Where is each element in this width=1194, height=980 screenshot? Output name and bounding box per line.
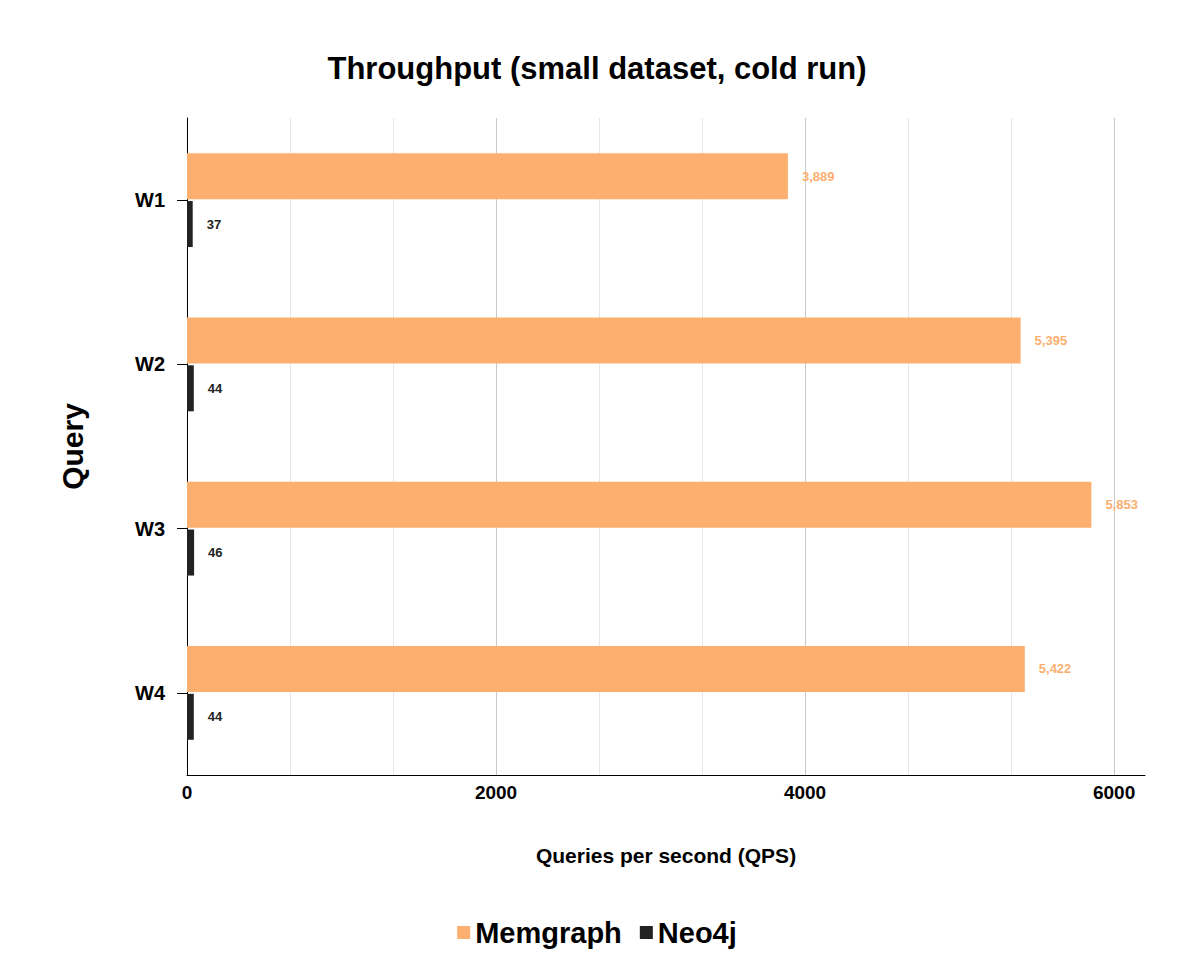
svg-text:Throughput (small dataset, col: Throughput (small dataset, cold run) [327, 51, 866, 86]
svg-text:W1: W1 [135, 189, 165, 211]
svg-text:6000: 6000 [1093, 782, 1135, 803]
svg-text:44: 44 [208, 709, 223, 724]
svg-text:Queries per second (QPS): Queries per second (QPS) [536, 844, 796, 867]
svg-text:37: 37 [207, 217, 221, 232]
svg-text:Query: Query [56, 403, 89, 490]
svg-text:Neo4j: Neo4j [658, 917, 737, 949]
svg-text:W2: W2 [135, 353, 165, 375]
svg-text:4000: 4000 [784, 782, 826, 803]
svg-text:W4: W4 [135, 682, 166, 704]
svg-text:2000: 2000 [475, 782, 517, 803]
svg-text:46: 46 [208, 545, 222, 560]
svg-text:0: 0 [182, 782, 193, 803]
svg-text:3,889: 3,889 [802, 169, 835, 184]
svg-text:5,395: 5,395 [1035, 333, 1068, 348]
svg-text:44: 44 [208, 381, 223, 396]
svg-text:5,422: 5,422 [1039, 661, 1072, 676]
svg-text:5,853: 5,853 [1105, 497, 1138, 512]
svg-text:Memgraph: Memgraph [475, 917, 622, 949]
svg-text:W3: W3 [135, 518, 165, 540]
